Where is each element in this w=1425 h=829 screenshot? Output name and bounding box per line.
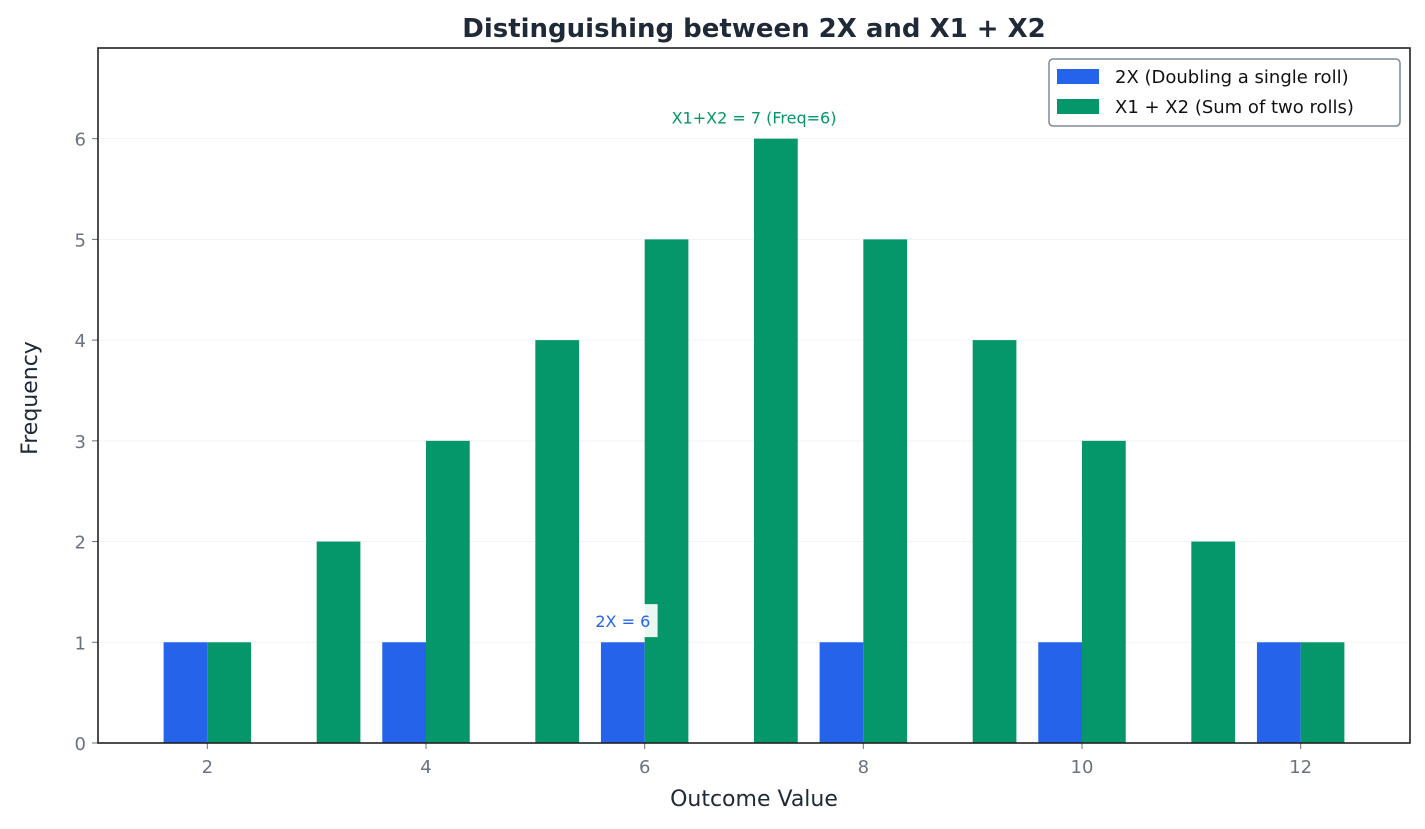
y-tick-label: 0 <box>75 734 86 755</box>
bar-series1-x10 <box>1038 642 1082 743</box>
bar-series1-x12 <box>1256 642 1301 743</box>
legend-swatch <box>1057 99 1099 114</box>
bar-series1-x8 <box>819 642 864 743</box>
x-tick-label: 4 <box>420 757 431 778</box>
bar-series2-x3 <box>316 541 361 743</box>
y-tick-label: 1 <box>75 633 86 654</box>
y-axis-label: Frequency <box>18 341 43 455</box>
y-tick-label: 3 <box>75 432 86 453</box>
bar-series2-x7 <box>754 138 798 744</box>
x-tick-label: 6 <box>639 757 650 778</box>
legend-box <box>1048 58 1401 127</box>
bar-series1-x2 <box>163 642 208 743</box>
y-tick-label: 6 <box>75 130 86 151</box>
annotation-2: X1+X2 = 7 (Freq=6) <box>672 109 837 128</box>
annotation-1: 2X = 6 <box>595 612 650 631</box>
legend-label: 2X (Doubling a single roll) <box>1115 67 1349 88</box>
bar-series2-x4 <box>426 440 470 743</box>
bar-series2-x5 <box>535 340 580 743</box>
chart-title: Distinguishing between 2X and X1 + X2 <box>462 14 1046 44</box>
bar-series2-x9 <box>972 340 1017 743</box>
y-tick-label: 5 <box>75 230 86 251</box>
x-tick-label: 12 <box>1289 757 1312 778</box>
x-tick-label: 8 <box>858 757 869 778</box>
bar-series2-x10 <box>1082 440 1126 743</box>
legend: 2X (Doubling a single roll) X1 + X2 (Sum … <box>1048 58 1401 127</box>
bar-series2-x12 <box>1300 642 1345 743</box>
bar-series2-x11 <box>1191 541 1236 743</box>
legend-label: X1 + X2 (Sum of two rolls) <box>1115 97 1354 118</box>
bar-series2-x2 <box>207 642 252 743</box>
x-tick-label: 2 <box>202 757 213 778</box>
y-tick-label: 2 <box>75 533 86 554</box>
x-axis-label: Outcome Value <box>670 787 838 812</box>
bar-series2-x8 <box>863 239 908 743</box>
annotation-box <box>588 604 658 638</box>
plot-frame <box>97 47 1411 744</box>
y-tick-label: 4 <box>75 331 86 352</box>
legend-swatch <box>1057 69 1099 84</box>
bar-series1-x4 <box>382 642 426 743</box>
x-tick-label: 10 <box>1071 757 1094 778</box>
bar-series2-x6 <box>644 239 689 743</box>
bar-series1-x6 <box>600 642 645 743</box>
